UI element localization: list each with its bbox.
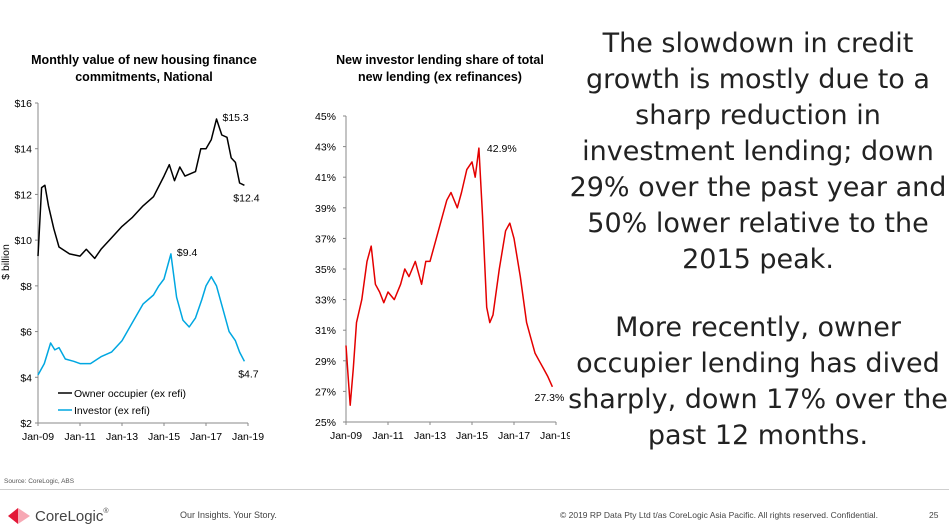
x-tick-label: Jan-19	[540, 430, 570, 442]
y-tick-label: $6	[20, 327, 32, 339]
registered-mark: ®	[103, 508, 109, 515]
y-tick-label: 27%	[315, 386, 336, 398]
data-label-investor-latest: $4.7	[238, 368, 259, 380]
y-tick-label: 45%	[315, 111, 336, 123]
x-tick-label: Jan-17	[190, 431, 222, 443]
page-number: 25	[929, 510, 939, 520]
footer-copyright: © 2019 RP Data Pty Ltd t/as CoreLogic As…	[560, 510, 878, 520]
y-axis-title: $ billion	[0, 244, 12, 280]
x-tick-label: Jan-09	[330, 430, 362, 442]
x-tick-label: Jan-11	[372, 430, 403, 442]
legend-label-investor: Investor (ex refi)	[74, 405, 150, 417]
x-tick-label: Jan-15	[456, 430, 488, 442]
legend-label-owner: Owner occupier (ex refi)	[74, 388, 186, 400]
y-tick-label: 33%	[315, 295, 336, 307]
data-label-share-peak: 42.9%	[487, 143, 517, 155]
commentary-text: The slowdown in credit growth is mostly …	[568, 26, 948, 454]
y-tick-label: $2	[20, 418, 32, 430]
logo-wordmark: CoreLogic	[35, 507, 104, 525]
data-label-investor-peak: $9.4	[177, 247, 198, 259]
y-tick-label: 43%	[315, 142, 336, 154]
x-tick-label: Jan-13	[106, 431, 138, 443]
y-tick-label: $12	[14, 189, 32, 201]
y-tick-label: 41%	[315, 172, 336, 184]
data-label-share-latest: 27.3%	[535, 392, 565, 404]
footer-tagline: Our Insights. Your Story.	[180, 510, 277, 520]
x-tick-label: Jan-09	[22, 431, 54, 443]
y-tick-label: $14	[14, 144, 32, 156]
y-tick-label: $4	[20, 372, 32, 384]
y-tick-label: 31%	[315, 325, 336, 337]
y-tick-label: 39%	[315, 203, 336, 215]
x-tick-label: Jan-19	[232, 431, 264, 443]
corelogic-logo-icon	[8, 508, 30, 524]
chart2-title: New investor lending share of total new …	[336, 53, 544, 84]
y-tick-label: $8	[20, 281, 32, 293]
data-label-owner-peak: $15.3	[223, 112, 249, 124]
x-tick-label: Jan-17	[498, 430, 530, 442]
series-line-investor-ex-refi	[37, 253, 246, 376]
data-label-owner-latest: $12.4	[233, 192, 259, 204]
footer-divider	[0, 489, 949, 490]
housing-finance-chart: $2 $4 $6 $8 $10 $12 $14 $16 Jan-09 Jan-11 Jan-13 Ja…	[0, 98, 264, 443]
corelogic-logo: CoreLogic ®	[6, 506, 109, 526]
chart1-title: Monthly value of new housing finance com…	[31, 53, 257, 84]
commentary-paragraph-1: The slowdown in credit growth is mostly …	[569, 28, 947, 275]
x-tick-label: Jan-13	[414, 430, 446, 442]
x-tick-label: Jan-11	[64, 431, 95, 443]
y-tick-label: 25%	[315, 417, 336, 429]
y-tick-label: 37%	[315, 233, 336, 245]
source-note: Source: CoreLogic, ABS	[4, 478, 75, 485]
series-line-investor-share	[345, 147, 554, 406]
y-tick-label: $16	[14, 98, 32, 110]
investor-share-chart: 25% 27% 29% 31% 33% 35% 37% 39% 41% 43% 45% Jan-09 J…	[315, 111, 570, 442]
y-tick-label: 35%	[315, 264, 336, 276]
commentary-paragraph-2: More recently, owner occupier lending ha…	[568, 312, 948, 451]
y-tick-label: $10	[14, 235, 32, 247]
series-line-owner-occupier-ex-refi	[37, 118, 245, 260]
x-tick-label: Jan-15	[148, 431, 180, 443]
y-tick-label: 29%	[315, 356, 336, 368]
